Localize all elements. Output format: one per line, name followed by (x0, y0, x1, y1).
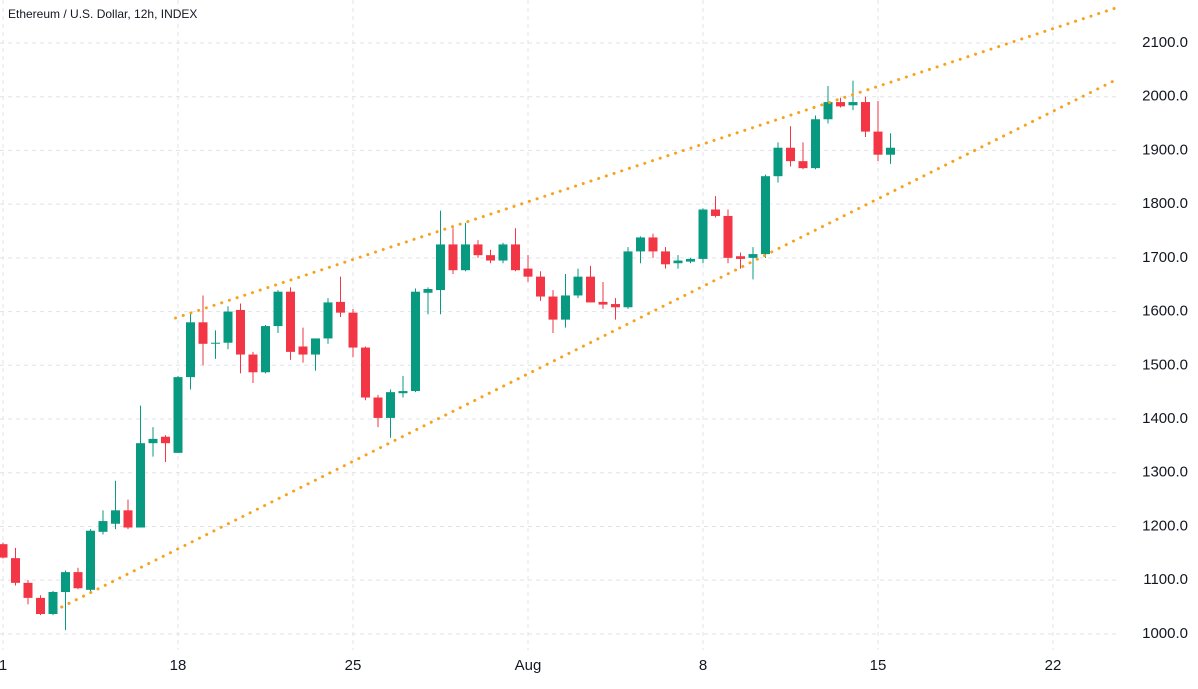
candle-body (811, 119, 820, 169)
grid (0, 0, 1118, 650)
candle-body (323, 302, 333, 339)
candle-body (61, 572, 70, 592)
candle-body (636, 237, 645, 252)
candle-body (373, 397, 383, 418)
candle-body (873, 131, 883, 155)
x-tick-label: 15 (870, 657, 887, 674)
candle-body (473, 244, 483, 256)
candle-body (361, 347, 370, 398)
candle-body (461, 244, 470, 271)
candle-body (11, 558, 20, 583)
candle-body (36, 597, 45, 615)
plot (0, 6, 1117, 631)
candle-body (598, 301, 608, 305)
candle-body (261, 326, 270, 373)
candle-body (111, 510, 120, 524)
x-tick-label: 22 (1045, 657, 1062, 674)
candle-body (511, 244, 520, 271)
x-tick-label: 18 (170, 657, 187, 674)
candle-body (398, 391, 408, 394)
candle-body (23, 582, 33, 598)
candle-body (698, 209, 708, 259)
candle-body (561, 295, 570, 320)
candle-body (386, 392, 395, 418)
y-tick-label: 2100.0 (1142, 34, 1188, 51)
y-tick-label: 1600.0 (1142, 303, 1188, 320)
y-tick-label: 2000.0 (1142, 88, 1188, 105)
x-tick-label: 8 (699, 657, 707, 674)
candle-body (211, 342, 220, 344)
candle-body (748, 254, 758, 258)
candle-body (0, 544, 8, 558)
candle-body (161, 436, 170, 444)
candle-body (123, 510, 133, 528)
candle-body (298, 346, 308, 355)
y-tick-label: 1700.0 (1142, 249, 1188, 266)
candle-body (48, 591, 58, 615)
y-tick-label: 1900.0 (1142, 141, 1188, 158)
candle-body (336, 301, 345, 313)
candle-body (536, 276, 545, 297)
candle-body (286, 291, 295, 352)
candle-body (723, 215, 733, 258)
candle-body (823, 102, 833, 120)
trendline (174, 6, 1117, 320)
candle-body (573, 276, 583, 296)
candle-body (173, 377, 183, 453)
candle-body (348, 312, 358, 348)
candle-body (611, 304, 620, 308)
candle-body (761, 176, 770, 255)
candle-body (661, 251, 670, 265)
candle-body (136, 443, 145, 528)
candle-body (486, 255, 495, 261)
y-tick-label: 1500.0 (1142, 356, 1188, 373)
candle-body (648, 237, 658, 252)
x-tick-label: 25 (345, 657, 362, 674)
candle-body (773, 147, 783, 177)
candle-body (236, 309, 245, 355)
candle-body (836, 102, 845, 107)
candle-body (673, 260, 683, 264)
candle-body (98, 521, 108, 532)
x-tick-label: Aug (515, 657, 542, 674)
candle-body (423, 289, 433, 293)
candle-body (548, 296, 558, 320)
candle-body (411, 291, 420, 392)
y-tick-label: 1100.0 (1143, 571, 1188, 588)
candle-body (273, 291, 283, 327)
candle-body (311, 338, 320, 355)
candle-body (523, 268, 533, 277)
candle-body (586, 276, 595, 303)
chart-title: Ethereum / U.S. Dollar, 12h, INDEX (8, 7, 197, 21)
candle-body (448, 244, 458, 271)
candle-body (736, 256, 745, 259)
candle-body (623, 251, 633, 308)
candle-body (861, 102, 870, 132)
candle-body (686, 258, 695, 262)
y-tick-label: 1400.0 (1142, 410, 1188, 427)
x-tick-label: 1 (0, 657, 7, 674)
y-tick-label: 1800.0 (1142, 195, 1188, 212)
candle-body (148, 438, 158, 444)
candle-body (248, 354, 258, 373)
candle-body (73, 572, 83, 589)
y-tick-label: 1200.0 (1142, 517, 1188, 534)
candle-body (798, 161, 808, 169)
candle-body (711, 209, 720, 216)
candle-body (498, 244, 508, 261)
candle-body (223, 311, 233, 343)
candle-body (886, 147, 895, 155)
y-tick-label: 1000.0 (1142, 625, 1188, 642)
y-tick-label: 1300.0 (1142, 464, 1188, 481)
candle-body (86, 530, 95, 590)
candle-body (848, 102, 858, 106)
candle-body (198, 322, 208, 344)
candle-body (786, 147, 795, 162)
candle-body (436, 244, 445, 291)
candle-body (186, 322, 195, 378)
